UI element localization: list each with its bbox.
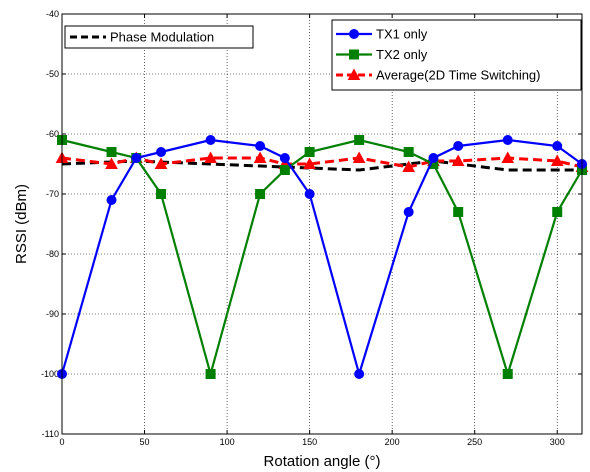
data-point bbox=[279, 153, 290, 163]
legend-right: TX1 only TX2 only Average(2D Time Switchin… bbox=[331, 19, 582, 91]
legend-symbol bbox=[336, 49, 372, 60]
data-point bbox=[552, 141, 563, 151]
legend-marker bbox=[349, 49, 359, 60]
data-point bbox=[502, 369, 513, 379]
data-point bbox=[156, 189, 167, 199]
legend-label: TX2 only bbox=[376, 47, 428, 62]
x-tick-label: 200 bbox=[385, 437, 400, 447]
data-point bbox=[451, 154, 465, 166]
data-point bbox=[154, 157, 168, 169]
legend-label: Phase Modulation bbox=[110, 30, 214, 45]
data-point bbox=[428, 153, 439, 163]
data-point bbox=[303, 157, 316, 169]
data-point bbox=[204, 151, 217, 163]
x-tick-label: 300 bbox=[550, 437, 565, 447]
legend-box bbox=[331, 19, 582, 91]
data-point bbox=[106, 147, 117, 157]
data-point bbox=[402, 160, 416, 172]
data-point bbox=[205, 369, 216, 379]
legend-marker bbox=[349, 29, 359, 39]
data-point bbox=[550, 154, 564, 166]
legend-box bbox=[64, 25, 254, 49]
data-point bbox=[502, 135, 513, 145]
y-tick-label: -50 bbox=[46, 69, 59, 79]
data-point bbox=[105, 157, 118, 169]
data-point bbox=[304, 147, 315, 157]
x-tick-label: 100 bbox=[220, 437, 235, 447]
data-point bbox=[403, 207, 414, 217]
series-tx1-only bbox=[57, 135, 587, 379]
data-point bbox=[156, 147, 167, 157]
data-point bbox=[354, 369, 365, 379]
x-axis-ticks: 0 50 100 150 200 250 300 bbox=[59, 14, 565, 447]
data-point bbox=[453, 141, 464, 151]
legend-symbol bbox=[336, 68, 372, 80]
y-tick-label: -110 bbox=[42, 429, 59, 439]
y-axis-label: RSSI (dBm) bbox=[13, 184, 30, 264]
legend-left: Phase Modulation bbox=[64, 25, 254, 49]
series-line bbox=[61, 156, 583, 169]
y-tick-label: -100 bbox=[41, 369, 59, 379]
x-tick-label: 50 bbox=[140, 437, 150, 447]
data-point bbox=[453, 207, 464, 217]
series-layer bbox=[55, 135, 589, 379]
data-point bbox=[106, 195, 117, 205]
data-point bbox=[352, 151, 366, 163]
y-tick-label: -80 bbox=[46, 249, 59, 259]
data-point bbox=[304, 189, 315, 199]
legend-marker bbox=[347, 68, 361, 80]
data-point bbox=[253, 151, 267, 163]
plot-frame bbox=[61, 13, 583, 435]
x-tick-label: 0 bbox=[59, 437, 64, 447]
x-tick-label: 150 bbox=[302, 437, 317, 447]
y-axis-ticks: -110 -100 -90 -80 -70 -60 -50 -40 bbox=[41, 9, 582, 439]
legend-symbol bbox=[336, 29, 372, 39]
x-tick-label: 250 bbox=[467, 437, 482, 447]
legend-label: TX1 only bbox=[376, 27, 428, 42]
data-point bbox=[354, 135, 365, 145]
y-tick-label: -90 bbox=[46, 309, 59, 319]
data-point bbox=[205, 135, 216, 145]
data-point bbox=[552, 207, 563, 217]
data-point bbox=[501, 151, 515, 163]
data-point bbox=[255, 189, 266, 199]
data-point bbox=[279, 165, 290, 175]
x-axis-label: Rotation angle (°) bbox=[264, 453, 381, 470]
legend-label: Average(2D Time Switching) bbox=[376, 68, 541, 83]
y-tick-label: -40 bbox=[46, 9, 59, 19]
data-point bbox=[403, 147, 414, 157]
y-tick-label: -70 bbox=[46, 189, 59, 199]
data-point bbox=[255, 141, 266, 151]
y-tick-label: -60 bbox=[46, 129, 59, 139]
data-point bbox=[131, 153, 142, 163]
